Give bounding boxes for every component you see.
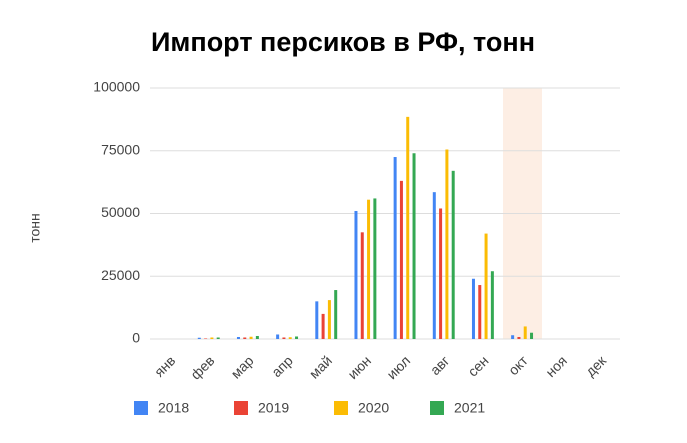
bar	[523, 326, 527, 339]
bar	[210, 337, 214, 339]
bar	[399, 180, 403, 339]
y-tick-label: 25000	[101, 267, 140, 283]
legend-swatch	[134, 401, 148, 415]
legend-swatch	[234, 401, 248, 415]
y-tick-label: 100000	[93, 79, 140, 95]
bar	[393, 157, 397, 339]
bar	[276, 334, 280, 339]
bar	[334, 290, 338, 339]
bar	[471, 278, 475, 339]
bar	[249, 336, 253, 339]
bar	[511, 335, 515, 339]
y-axis-label: тонн	[27, 213, 43, 243]
x-tick-label: апр	[268, 352, 296, 380]
bar	[490, 271, 494, 339]
x-tick-label: авг	[427, 352, 453, 378]
bar	[236, 336, 240, 339]
bar	[530, 332, 534, 339]
x-tick-label: июн	[344, 352, 374, 382]
x-tick-label: янв	[151, 352, 178, 379]
legend-swatch	[334, 401, 348, 415]
bar	[432, 192, 436, 339]
legend-label: 2018	[158, 400, 189, 416]
bar	[243, 337, 247, 339]
bar	[354, 210, 358, 339]
bar	[255, 335, 259, 339]
x-tick-label: фев	[187, 352, 217, 382]
x-tick-label: окт	[505, 352, 531, 378]
bar	[295, 336, 299, 339]
x-tick-label: сен	[464, 352, 491, 379]
legend-label: 2020	[358, 400, 389, 416]
bar	[451, 170, 455, 339]
legend-label: 2019	[258, 400, 289, 416]
x-tick-label: дек	[582, 352, 610, 380]
bar	[478, 285, 482, 339]
bar	[197, 337, 201, 339]
bar	[315, 301, 319, 339]
bar	[517, 336, 521, 339]
bar	[216, 337, 220, 339]
chart-title: Импорт персиков в РФ, тонн	[151, 27, 535, 57]
y-tick-label: 0	[132, 330, 140, 346]
bar	[367, 199, 371, 339]
x-tick-label: мар	[228, 352, 257, 381]
x-tick-label: ноя	[542, 352, 570, 380]
bar	[412, 153, 416, 339]
legend-label: 2021	[454, 400, 485, 416]
x-tick-label: июл	[383, 352, 413, 382]
y-tick-label: 75000	[101, 141, 140, 157]
bar	[282, 337, 286, 339]
bar	[321, 313, 325, 339]
bar	[360, 232, 364, 339]
y-tick-label: 50000	[101, 204, 140, 220]
bar	[373, 198, 377, 339]
bar	[484, 233, 488, 339]
bar	[327, 300, 331, 339]
bar	[439, 208, 443, 339]
bar	[204, 338, 208, 339]
bar	[288, 337, 292, 339]
x-tick-label: май	[306, 352, 335, 381]
bar	[445, 149, 449, 339]
legend-swatch	[430, 401, 444, 415]
bar	[406, 116, 410, 340]
